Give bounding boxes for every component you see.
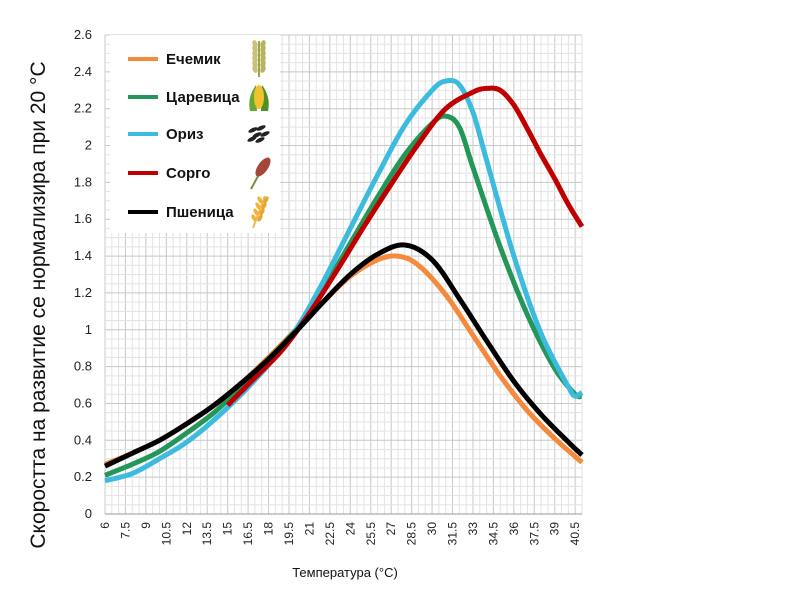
y-tick-label: 1.2 (74, 285, 92, 300)
y-tick-label: 0.4 (74, 432, 92, 447)
x-tick-label: 30 (425, 522, 439, 536)
barley-icon (251, 39, 266, 77)
x-axis-ticks: 6 7.5 9 10.5 12 13.5 15 16.5 18 19.5 21 22.5 24 25.5 2… (98, 522, 582, 546)
x-tick-label: 10.5 (159, 522, 173, 546)
y-tick-label: 1.8 (74, 174, 92, 189)
y-tick-label: 0.6 (74, 395, 92, 410)
y-tick-label: 0 (85, 506, 92, 521)
chart: 0 0.2 0.4 0.6 0.8 1 1.2 1.4 1.6 1.8 2 2.2 2.4 2.6 6 7.… (0, 0, 807, 612)
legend-label: Пшеница (166, 204, 234, 221)
x-tick-label: 27 (384, 522, 398, 536)
x-tick-label: 28.5 (405, 522, 419, 546)
y-tick-label: 1.6 (74, 211, 92, 226)
x-tick-label: 39 (548, 522, 562, 536)
y-axis-title: Скоростта на развитие се нормализира при… (27, 61, 50, 548)
x-tick-label: 22.5 (323, 522, 337, 546)
y-tick-label: 2.4 (74, 64, 92, 79)
x-tick-label: 13.5 (200, 522, 214, 546)
x-tick-label: 24 (343, 522, 357, 536)
x-tick-label: 16.5 (241, 522, 255, 546)
y-tick-label: 0.8 (74, 359, 92, 374)
x-tick-label: 21 (302, 522, 316, 536)
y-tick-label: 2.6 (74, 27, 92, 42)
y-tick-label: 2.2 (74, 101, 92, 116)
x-tick-label: 33 (466, 522, 480, 536)
y-tick-label: 0.2 (74, 469, 92, 484)
x-tick-label: 18 (262, 522, 276, 536)
x-tick-label: 9 (139, 522, 153, 529)
x-tick-label: 7.5 (118, 522, 132, 539)
legend-label: Ечемик (166, 51, 221, 68)
x-tick-label: 37.5 (527, 522, 541, 546)
x-tick-label: 36 (507, 522, 521, 536)
y-tick-label: 1.4 (74, 248, 92, 263)
x-tick-label: 15 (221, 522, 235, 536)
legend-label: Ориз (166, 126, 204, 143)
legend-label: Сорго (166, 165, 210, 182)
x-tick-label: 6 (98, 522, 112, 529)
x-tick-label: 34.5 (486, 522, 500, 546)
y-tick-label: 1 (85, 322, 92, 337)
x-tick-label: 12 (180, 522, 194, 536)
x-axis-title: Температура (°C) (292, 565, 398, 580)
x-tick-label: 19.5 (282, 522, 296, 546)
x-tick-label: 25.5 (364, 522, 378, 546)
legend: Ечемик Царевица Ориз Сорго Пшеница (110, 35, 280, 233)
x-tick-label: 31.5 (446, 522, 460, 546)
x-tick-label: 40.5 (568, 522, 582, 546)
y-tick-label: 2 (85, 138, 92, 153)
legend-label: Царевица (166, 89, 240, 106)
y-axis-ticks: 0 0.2 0.4 0.6 0.8 1 1.2 1.4 1.6 1.8 2 2.2 2.4 2.6 (74, 27, 92, 521)
